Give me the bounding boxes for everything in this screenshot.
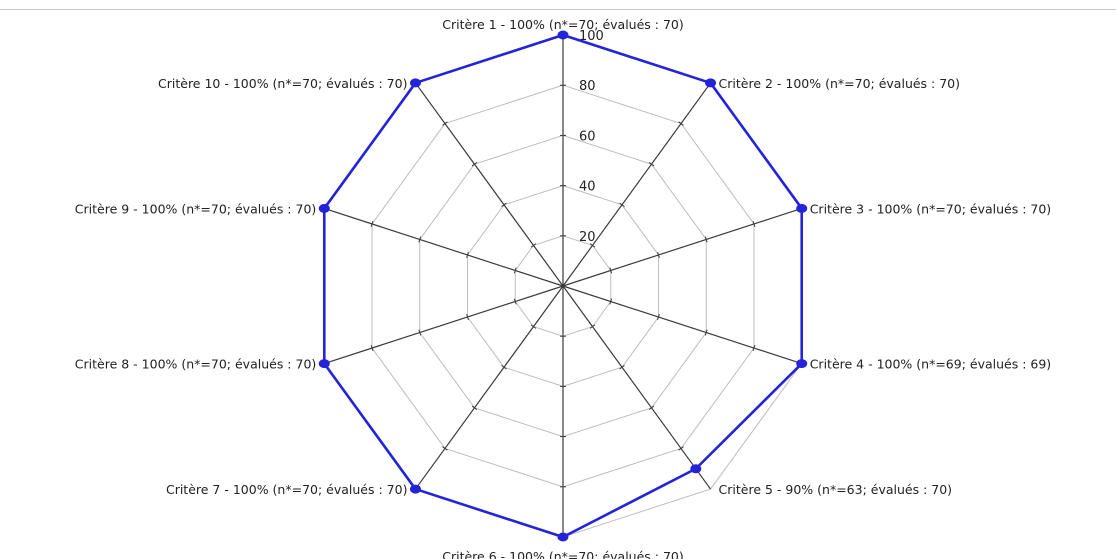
axis-label-5: Critère 5 - 90% (n*=63; évalués : 70): [719, 482, 953, 497]
spoke-8: [324, 285, 564, 365]
axis-labels: Critère 1 - 100% (n*=70; évalués : 70) Cr…: [75, 17, 1051, 559]
axis-label-4: Critère 4 - 100% (n*=69; évalués : 69): [810, 357, 1051, 372]
tick-mark-3-20: [609, 267, 613, 274]
tick-mark-9-20: [513, 267, 517, 274]
spoke-3: [562, 207, 802, 287]
tick-mark-2-60: [648, 161, 655, 167]
radar-spokes: [324, 35, 802, 537]
tick-mark-4-40: [657, 314, 660, 321]
tick-mark-2-80: [678, 121, 684, 126]
axis-label-3: Critère 3 - 100% (n*=70; évalués : 70): [810, 201, 1051, 216]
tick-mark-9-80: [370, 220, 374, 227]
axis-label-7: Critère 7 - 100% (n*=70; évalués : 70): [166, 482, 407, 497]
spoke-10: [414, 82, 564, 287]
data-point-4: [796, 359, 808, 369]
axis-label-6: Critère 6 - 100% (n*=70; évalués : 70): [442, 549, 683, 559]
axis-label-1: Critère 1 - 100% (n*=70; évalués : 70): [442, 17, 683, 32]
tick-mark-7-60: [471, 405, 478, 411]
tick-mark-2-20: [589, 243, 596, 248]
spoke-4: [562, 285, 802, 365]
spoke-5: [562, 285, 712, 490]
tick-mark-5-40: [619, 365, 625, 370]
tick-mark-10-40: [501, 202, 507, 207]
data-point-1: [557, 30, 569, 40]
tick-mark-3-60: [704, 236, 708, 243]
tick-mark-7-20: [530, 324, 537, 329]
tick-mark-7-80: [442, 446, 448, 451]
tick-mark-10-60: [471, 161, 478, 167]
spoke-9: [324, 207, 564, 287]
tick-mark-9-60: [418, 236, 422, 243]
axis-label-9: Critère 9 - 100% (n*=70; évalués : 70): [75, 201, 316, 216]
tick-mark-4-60: [704, 329, 708, 336]
data-point-9: [318, 203, 330, 213]
radar-series: [318, 30, 808, 542]
tick-label-80: 80: [579, 79, 596, 94]
data-point-5: [690, 464, 702, 474]
spoke-7: [414, 285, 564, 490]
tick-mark-9-40: [466, 251, 469, 258]
tick-label-40: 40: [579, 180, 596, 195]
radial-tick-labels: 20 40 60 80 100: [579, 29, 604, 245]
tick-mark-4-80: [752, 345, 756, 352]
data-point-2: [705, 78, 717, 88]
axis-label-2: Critère 2 - 100% (n*=70; évalués : 70): [719, 76, 960, 91]
data-point-7: [409, 484, 421, 494]
data-point-3: [796, 203, 808, 213]
tick-mark-5-60: [648, 405, 655, 411]
tick-label-20: 20: [579, 230, 596, 245]
tick-mark-3-40: [657, 251, 660, 258]
data-point-6: [557, 532, 569, 542]
tick-mark-10-20: [530, 243, 537, 248]
data-point-8: [318, 359, 330, 369]
tick-mark-7-40: [501, 365, 507, 370]
spoke-2: [562, 82, 712, 287]
tick-mark-8-20: [513, 298, 517, 305]
tick-label-60: 60: [579, 129, 596, 144]
tick-mark-2-40: [619, 202, 625, 207]
tick-mark-10-80: [442, 121, 448, 126]
tick-mark-8-60: [418, 329, 422, 336]
data-point-10: [409, 78, 421, 88]
tick-mark-4-20: [609, 298, 613, 305]
tick-mark-8-80: [370, 345, 374, 352]
tick-label-100: 100: [579, 29, 604, 44]
tick-mark-8-40: [466, 314, 469, 321]
tick-mark-5-20: [589, 324, 596, 329]
tick-mark-3-80: [752, 220, 756, 227]
top-border: [0, 9, 1116, 10]
axis-label-10: Critère 10 - 100% (n*=70; évalués : 70): [158, 76, 407, 91]
axis-label-8: Critère 8 - 100% (n*=70; évalués : 70): [75, 357, 316, 372]
tick-mark-5-80: [678, 446, 684, 451]
